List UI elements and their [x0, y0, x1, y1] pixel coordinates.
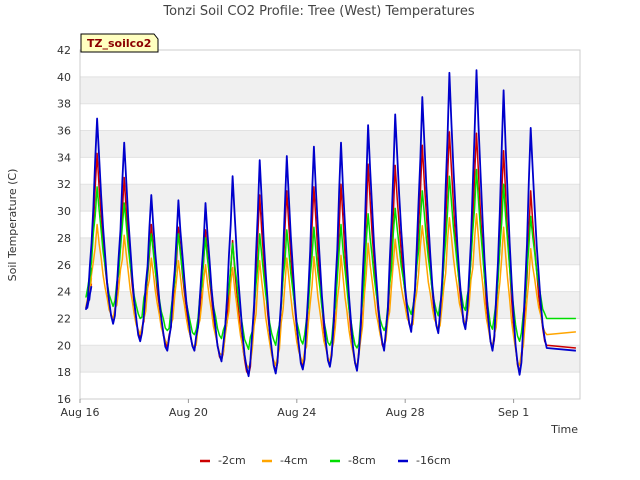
y-tick-label: 28 — [57, 232, 71, 245]
y-axis: 16 18 20 22 24 26 28 30 32 34 36 38 40 42 — [57, 44, 71, 406]
y-tick-label: 38 — [57, 98, 71, 111]
grid-band — [80, 50, 580, 77]
legend-label: -2cm — [218, 454, 246, 467]
y-tick-label: 24 — [57, 286, 71, 299]
badge: TZ_soilco2 — [80, 33, 159, 53]
y-tick-label: 22 — [57, 312, 71, 325]
grid-band — [80, 130, 580, 158]
x-tick-label: Aug 24 — [277, 406, 316, 419]
y-tick-label: 32 — [57, 178, 71, 191]
x-tick-label: Aug 20 — [169, 406, 208, 419]
y-tick-label: 34 — [57, 151, 71, 164]
y-tick-label: 40 — [57, 71, 71, 84]
y-tick-label: 26 — [57, 259, 71, 272]
legend: -2cm -4cm -8cm -16cm — [200, 454, 451, 467]
y-tick-label: 20 — [57, 339, 71, 352]
badge-background — [80, 33, 159, 53]
series-layer — [85, 69, 576, 378]
series-line-neg16cm — [85, 69, 576, 378]
grid-band — [80, 291, 580, 319]
grid-band — [80, 157, 580, 185]
legend-label: -8cm — [348, 454, 376, 467]
x-tick-label: Aug 28 — [386, 406, 425, 419]
y-tick-label: 18 — [57, 366, 71, 379]
y-tick-label: 42 — [57, 44, 71, 57]
x-axis: Aug 16 Aug 20 Aug 24 Aug 28 Sep 1 — [61, 399, 529, 419]
y-tick-label: 36 — [57, 125, 71, 138]
y-tick-label: 16 — [57, 393, 71, 406]
x-tick-label: Sep 1 — [498, 406, 529, 419]
y-tick-label: 30 — [57, 205, 71, 218]
grid-bands — [80, 49, 580, 400]
x-tick-label: Aug 16 — [61, 406, 100, 419]
grid-band — [80, 76, 580, 104]
legend-label: -4cm — [280, 454, 308, 467]
grid-band — [80, 103, 580, 131]
grid-band — [80, 211, 580, 238]
series-line-neg4cm — [85, 213, 576, 369]
y-axis-title: Soil Temperature (C) — [6, 169, 19, 282]
grid-band — [80, 237, 580, 265]
grid-band — [80, 372, 580, 399]
chart-title: Tonzi Soil CO2 Profile: Tree (West) Temp… — [162, 4, 475, 19]
x-axis-title: Time — [550, 423, 578, 436]
grid-band — [80, 318, 580, 346]
badge-label: TZ_soilco2 — [87, 37, 151, 50]
plot-area-border — [79, 49, 581, 400]
grid-band — [80, 184, 580, 212]
legend-label: -16cm — [416, 454, 451, 467]
